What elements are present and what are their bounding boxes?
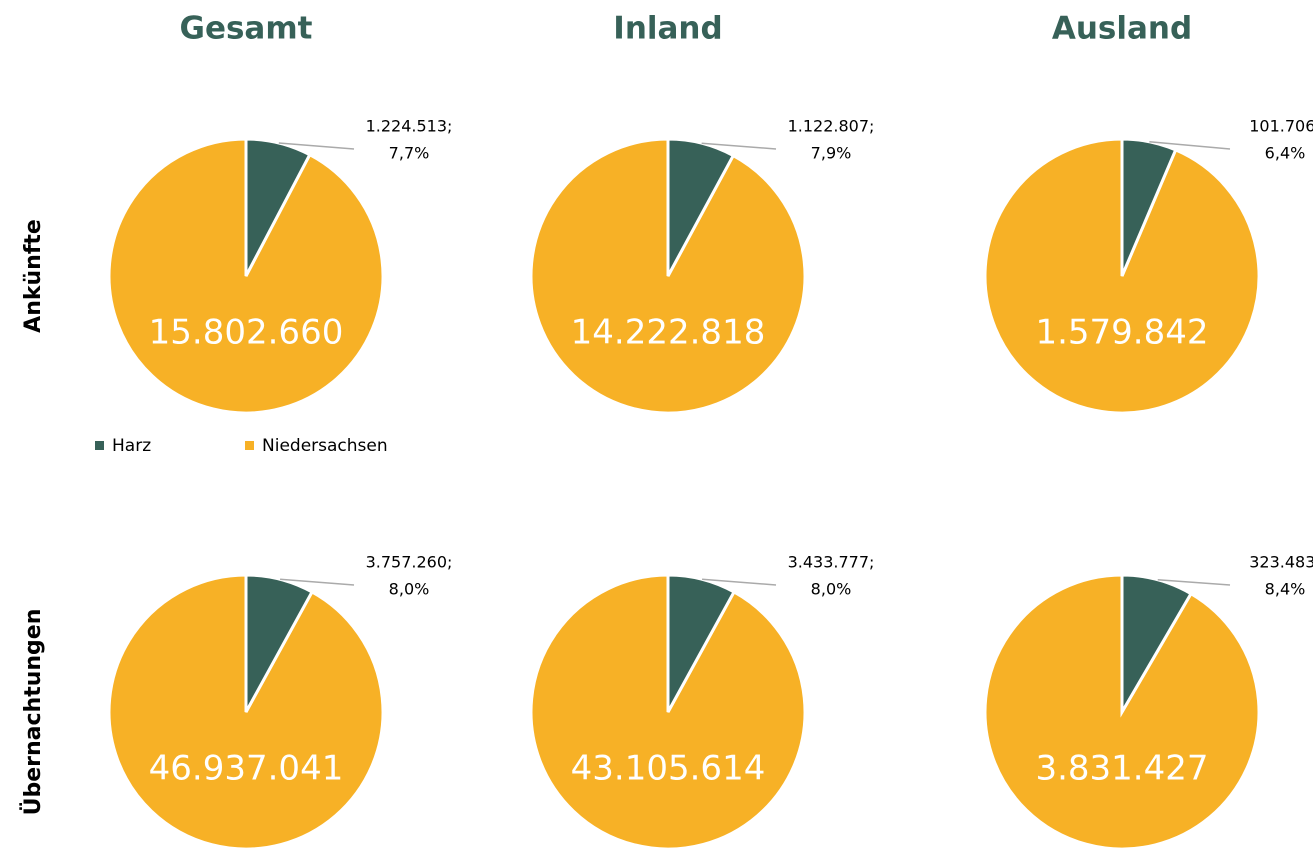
- data-label: 46.937.041: [149, 749, 344, 789]
- data-label: 8,4%: [1265, 580, 1306, 599]
- pie-slice: [529, 573, 807, 851]
- leader-line: [1149, 141, 1231, 150]
- legend-swatch: [95, 441, 104, 450]
- data-label: 1.579.842: [1035, 313, 1208, 353]
- pie-slice: [244, 573, 315, 713]
- legend-swatch: [245, 441, 254, 450]
- data-label: 3.757.260;: [366, 553, 453, 572]
- data-label: 1.122.807;: [788, 117, 875, 136]
- data-label: 15.802.660: [149, 313, 344, 353]
- column-title: Gesamt: [180, 11, 313, 47]
- data-label: 7,9%: [811, 144, 852, 163]
- row-label: Übernachtungen: [20, 609, 46, 816]
- data-label: 101.706;: [1249, 117, 1313, 136]
- pie-slice: [529, 137, 807, 415]
- leader-line: [280, 578, 355, 586]
- data-label: 14.222.818: [571, 313, 766, 353]
- pie-slice: [666, 137, 736, 277]
- data-label: 1.224.513;: [366, 117, 453, 136]
- row-label: Ankünfte: [21, 219, 46, 333]
- column-title: Ausland: [1052, 11, 1192, 47]
- legend-label: Niedersachsen: [262, 436, 388, 456]
- leader-line: [1157, 578, 1231, 586]
- data-label: 8,0%: [389, 580, 430, 599]
- pie-slice: [666, 573, 737, 713]
- leader-line: [278, 142, 355, 150]
- data-label: 8,0%: [811, 580, 852, 599]
- leader-line: [702, 578, 777, 586]
- pie-slice: [244, 137, 312, 277]
- data-label: 7,7%: [389, 144, 430, 163]
- data-label: 323.483;: [1249, 553, 1313, 572]
- column-title: Inland: [613, 11, 722, 47]
- legend-label: Harz: [112, 436, 151, 456]
- leader-line: [701, 142, 777, 150]
- data-label: 43.105.614: [571, 749, 766, 789]
- data-label: 3.433.777;: [788, 553, 875, 572]
- data-label: 6,4%: [1265, 144, 1306, 163]
- pie-slice: [107, 573, 385, 851]
- data-label: 3.831.427: [1035, 749, 1208, 789]
